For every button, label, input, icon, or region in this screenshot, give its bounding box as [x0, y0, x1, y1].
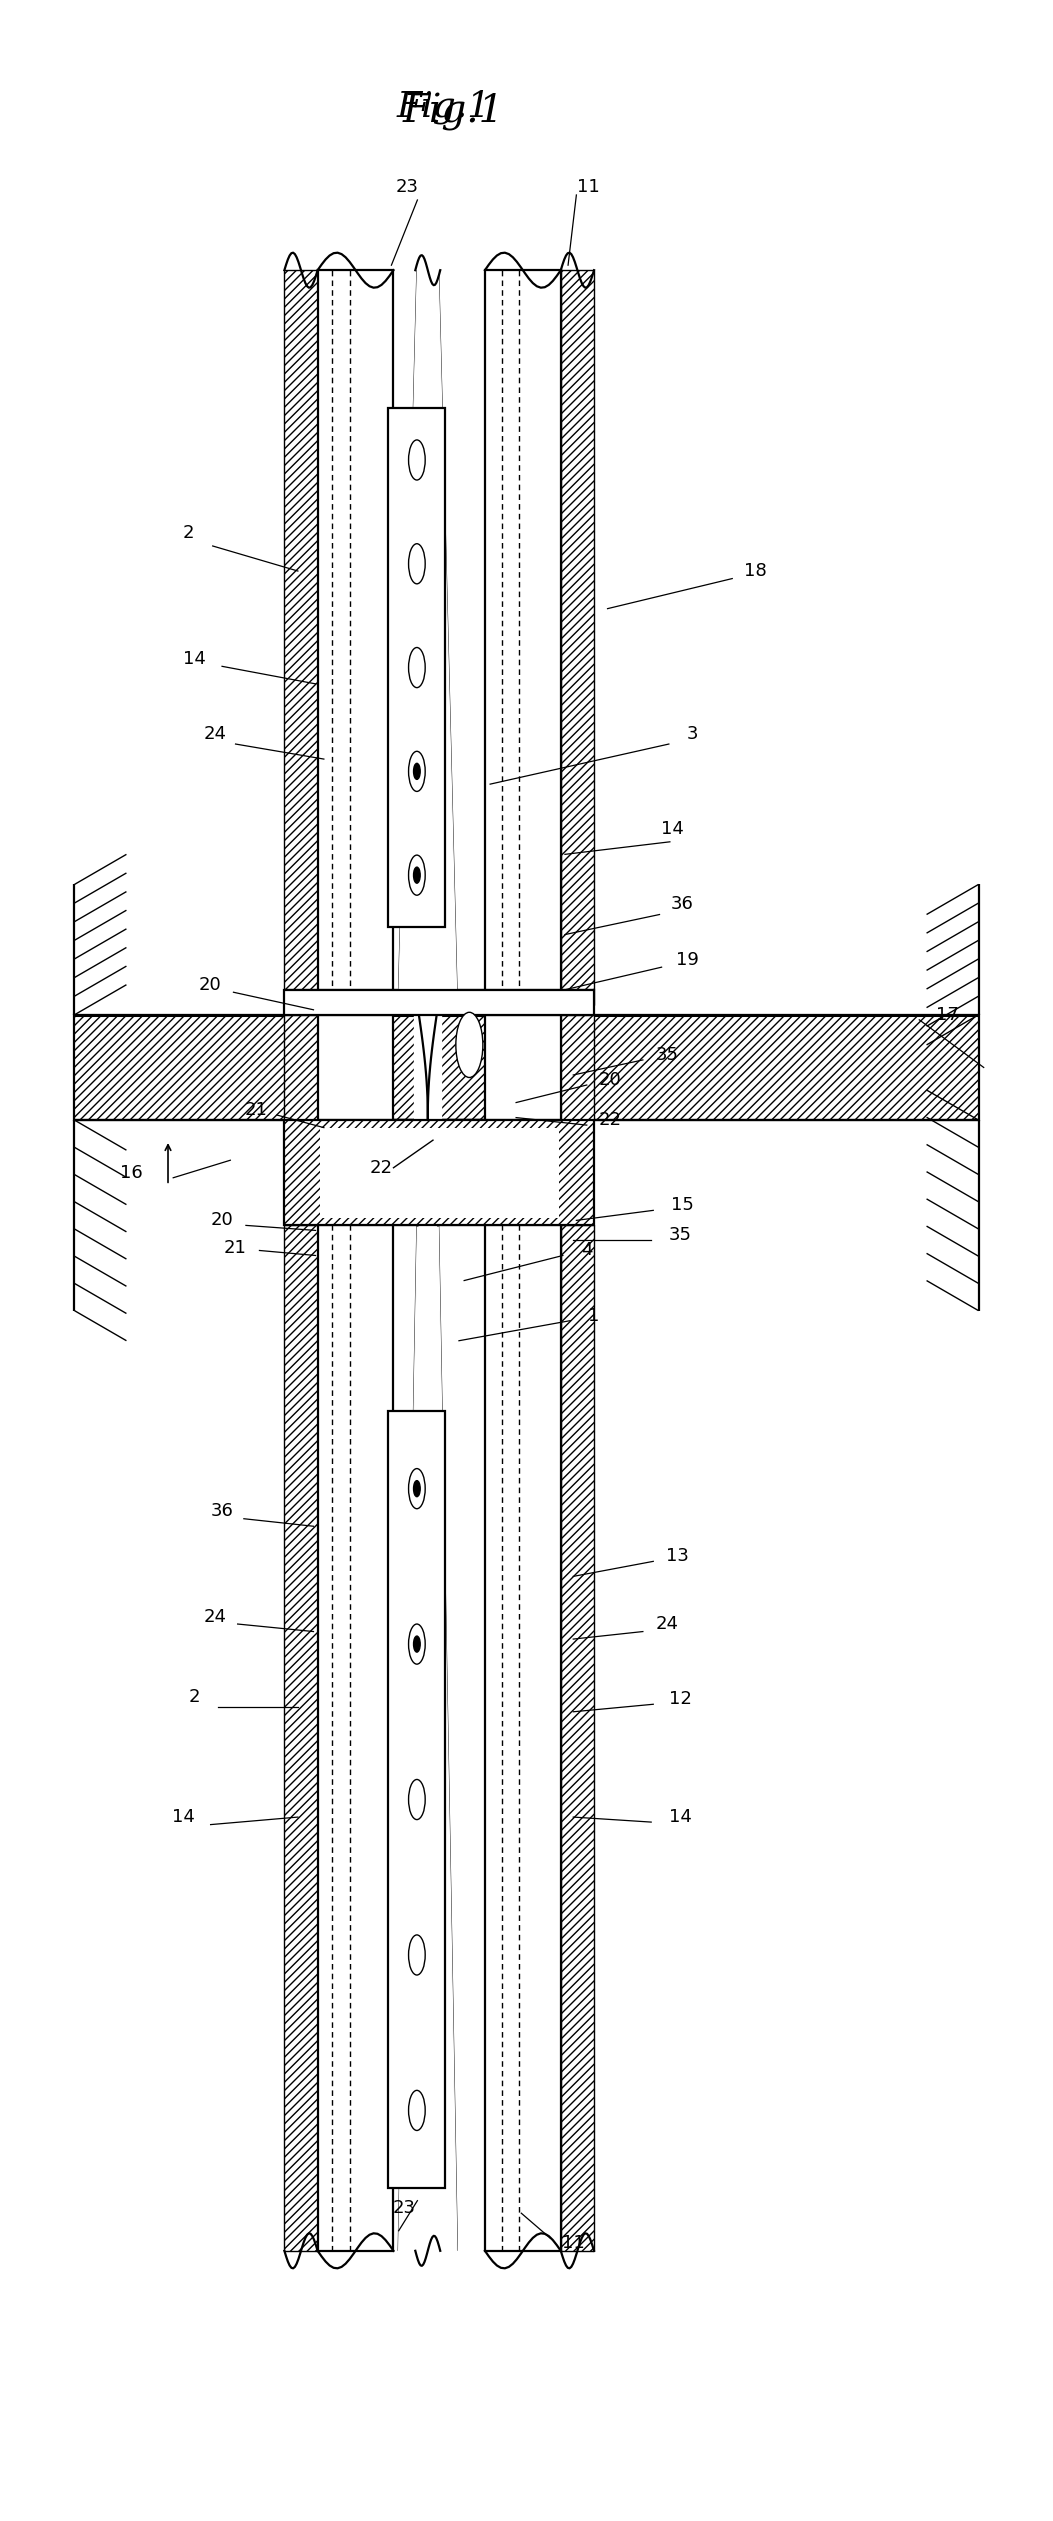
- Circle shape: [409, 1624, 425, 1664]
- Text: 15: 15: [671, 1197, 694, 1215]
- Polygon shape: [399, 1225, 457, 2251]
- Text: 23: 23: [396, 179, 418, 197]
- Circle shape: [409, 751, 425, 792]
- Text: 20: 20: [198, 976, 221, 993]
- Text: 14: 14: [182, 650, 205, 668]
- Bar: [389, 1412, 445, 2188]
- Text: 17: 17: [936, 1006, 959, 1024]
- Text: 11: 11: [577, 179, 600, 197]
- Bar: [284, 1119, 594, 1225]
- Circle shape: [409, 1936, 425, 1974]
- Text: 4: 4: [581, 1240, 593, 1260]
- Circle shape: [414, 1480, 420, 1497]
- Text: 36: 36: [211, 1503, 234, 1520]
- Polygon shape: [414, 1006, 441, 1225]
- Text: Fig.1: Fig.1: [403, 93, 504, 131]
- Text: 35: 35: [669, 1225, 692, 1245]
- Text: 24: 24: [203, 726, 226, 744]
- Text: 14: 14: [669, 1808, 692, 1825]
- Text: 11: 11: [562, 2234, 584, 2251]
- Text: 21: 21: [245, 1102, 267, 1119]
- Text: 36: 36: [671, 895, 694, 913]
- Bar: [320, 1127, 559, 1218]
- Text: 22: 22: [370, 1160, 393, 1177]
- Bar: [561, 1016, 594, 1119]
- Bar: [389, 408, 445, 928]
- Text: 24: 24: [655, 1616, 678, 1634]
- Polygon shape: [399, 270, 457, 1006]
- Text: 18: 18: [743, 562, 767, 580]
- Text: 1: 1: [589, 1306, 600, 1324]
- Bar: [318, 1225, 394, 2251]
- Bar: [284, 1016, 318, 1119]
- Text: 2: 2: [188, 1687, 200, 1707]
- Bar: [561, 270, 594, 1006]
- Circle shape: [414, 867, 420, 882]
- Bar: [485, 270, 561, 1006]
- Text: 3: 3: [687, 726, 698, 744]
- Text: 13: 13: [665, 1548, 689, 1566]
- Circle shape: [409, 2090, 425, 2130]
- Bar: [75, 1016, 978, 1119]
- Text: 24: 24: [203, 1608, 226, 1626]
- Bar: [284, 1225, 318, 2251]
- Circle shape: [409, 1780, 425, 1820]
- Bar: [284, 270, 318, 1006]
- Bar: [318, 270, 394, 1006]
- Text: 20: 20: [598, 1071, 621, 1089]
- Circle shape: [414, 764, 420, 779]
- Circle shape: [414, 1636, 420, 1651]
- Text: 21: 21: [224, 1238, 247, 1258]
- Circle shape: [409, 545, 425, 585]
- Circle shape: [409, 855, 425, 895]
- Text: 35: 35: [655, 1046, 678, 1064]
- Bar: [318, 1016, 394, 1119]
- Circle shape: [409, 441, 425, 479]
- Bar: [284, 991, 594, 1016]
- Text: 14: 14: [660, 819, 683, 839]
- Text: 16: 16: [120, 1165, 143, 1182]
- Bar: [485, 1016, 561, 1119]
- Text: 23: 23: [393, 2198, 415, 2216]
- Text: 20: 20: [211, 1213, 234, 1230]
- Text: 22: 22: [598, 1112, 621, 1129]
- Text: 2: 2: [183, 524, 195, 542]
- Circle shape: [409, 648, 425, 688]
- Text: 19: 19: [676, 950, 699, 968]
- Circle shape: [456, 1013, 483, 1076]
- Text: Fig.1: Fig.1: [396, 91, 491, 124]
- Bar: [561, 1225, 594, 2251]
- Text: 14: 14: [172, 1808, 195, 1825]
- Bar: [485, 1225, 561, 2251]
- Text: 12: 12: [669, 1689, 692, 1709]
- Circle shape: [409, 1470, 425, 1508]
